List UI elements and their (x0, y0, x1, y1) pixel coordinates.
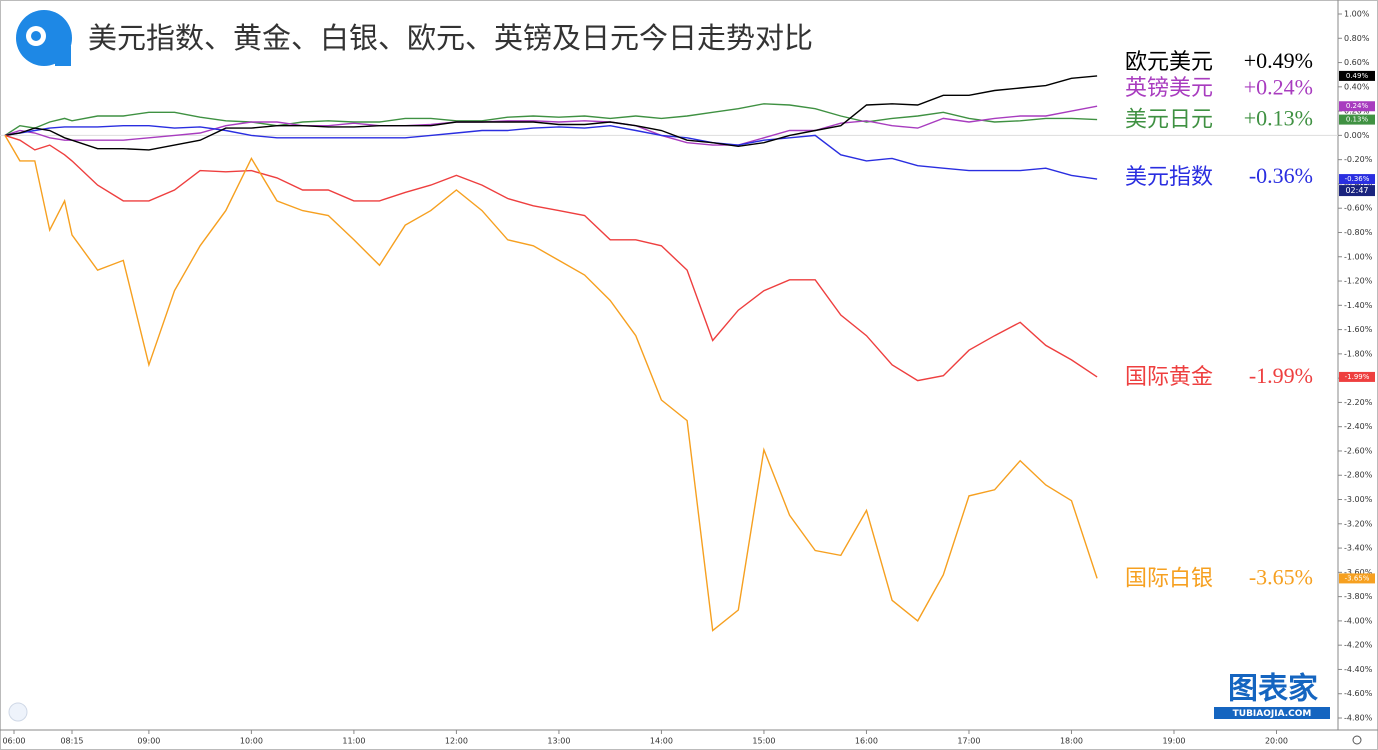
logo (16, 10, 72, 66)
x-tick-label: 09:00 (137, 737, 160, 746)
legend-name: 国际白银 (1125, 566, 1213, 591)
legend-name: 美元日元 (1125, 108, 1213, 133)
x-tick-label: 08:15 (60, 737, 83, 746)
legend-name: 欧元美元 (1125, 50, 1213, 75)
axis-tag-bg (1339, 573, 1375, 584)
y-tick-label: -4.00% (1344, 616, 1373, 625)
y-tick-label: -4.60% (1344, 689, 1373, 698)
series-line (4, 135, 1098, 632)
end-label: +0.49% (1244, 48, 1313, 73)
axis-tag: -3.65% (1345, 574, 1370, 582)
y-tick-label: -1.80% (1344, 349, 1373, 358)
end-label: +0.13% (1244, 106, 1313, 131)
watermark: 图表家 TUBIAOJIA.COM (1214, 672, 1332, 719)
countdown: 02:47 (1345, 186, 1368, 195)
x-tick-label: 18:00 (1060, 737, 1083, 746)
legend-name: 国际黄金 (1125, 365, 1213, 390)
x-tick-label: 06:00 (2, 737, 25, 746)
y-tick-label: -0.80% (1344, 228, 1373, 237)
y-tick-label: 0.80% (1344, 34, 1370, 43)
y-tick-label: -3.20% (1344, 519, 1373, 528)
series-line (4, 105, 1098, 146)
axis-tag-bg (1339, 114, 1375, 125)
x-tick-label: 12:00 (445, 737, 468, 746)
axis-tag-bg (1339, 174, 1375, 185)
x-tick-label: 13:00 (547, 737, 570, 746)
x-tick-label: 14:00 (650, 737, 673, 746)
y-tick-label: -0.20% (1344, 155, 1373, 164)
y-tick-label: 0.40% (1344, 82, 1370, 91)
series-line (4, 75, 1098, 151)
end-label: +0.24% (1244, 74, 1313, 99)
x-tick-label: 10:00 (240, 737, 263, 746)
series-line (4, 103, 1098, 136)
y-tick-label: -1.40% (1344, 301, 1373, 310)
chart-title: 美元指数、黄金、白银、欧元、英镑及日元今日走势对比 (88, 21, 813, 55)
axis-tag-bg (1339, 101, 1375, 112)
y-tick-label: -2.60% (1344, 446, 1373, 455)
watermark-url: TUBIAOJIA.COM (1233, 709, 1312, 719)
axis-tag-bg (1339, 70, 1375, 81)
axis-tag: 0.13% (1346, 116, 1369, 124)
y-tick-label: -1.60% (1344, 325, 1373, 334)
y-tick-label: -2.80% (1344, 471, 1373, 480)
y-tick-label: -3.00% (1344, 495, 1373, 504)
y-tick-label: -2.20% (1344, 398, 1373, 407)
y-tick-label: -2.40% (1344, 422, 1373, 431)
series-line (4, 124, 1098, 180)
y-tick-label: -4.20% (1344, 641, 1373, 650)
axis-tag: 0.49% (1346, 72, 1369, 80)
tv-icon[interactable] (8, 702, 28, 722)
axis-tag: 0.24% (1346, 102, 1369, 110)
x-tick-label: 16:00 (855, 737, 878, 746)
y-tick-label: 0.00% (1344, 131, 1370, 140)
y-tick-label: -3.80% (1344, 592, 1373, 601)
settings-icon[interactable] (1352, 735, 1362, 745)
axis-tag: -0.36% (1345, 175, 1370, 183)
axis-tag-bg (1339, 371, 1375, 382)
series-line (4, 134, 1098, 382)
legend-name: 美元指数 (1125, 165, 1213, 190)
x-tick-label: 15:00 (752, 737, 775, 746)
y-tick-label: -3.40% (1344, 544, 1373, 553)
y-tick-label: -1.00% (1344, 252, 1373, 261)
y-tick-label: -4.80% (1344, 714, 1373, 723)
end-label: -0.36% (1249, 163, 1313, 188)
legend-name: 英镑美元 (1125, 76, 1213, 101)
x-tick-label: 20:00 (1265, 737, 1288, 746)
y-tick-label: -1.20% (1344, 277, 1373, 286)
countdown-bg (1339, 185, 1375, 197)
y-tick-label: -3.60% (1344, 568, 1373, 577)
x-tick-label: 11:00 (342, 737, 365, 746)
y-tick-label: -0.60% (1344, 204, 1373, 213)
watermark-text: 图表家 (1228, 672, 1318, 707)
end-label: -3.65% (1249, 564, 1313, 589)
y-tick-label: -4.40% (1344, 665, 1373, 674)
end-label: -1.99% (1249, 363, 1313, 388)
y-tick-label: 1.00% (1344, 10, 1370, 19)
x-tick-label: 17:00 (957, 737, 980, 746)
x-tick-label: 19:00 (1162, 737, 1185, 746)
axis-tag: -1.99% (1345, 373, 1370, 381)
y-tick-label: 0.60% (1344, 58, 1370, 67)
